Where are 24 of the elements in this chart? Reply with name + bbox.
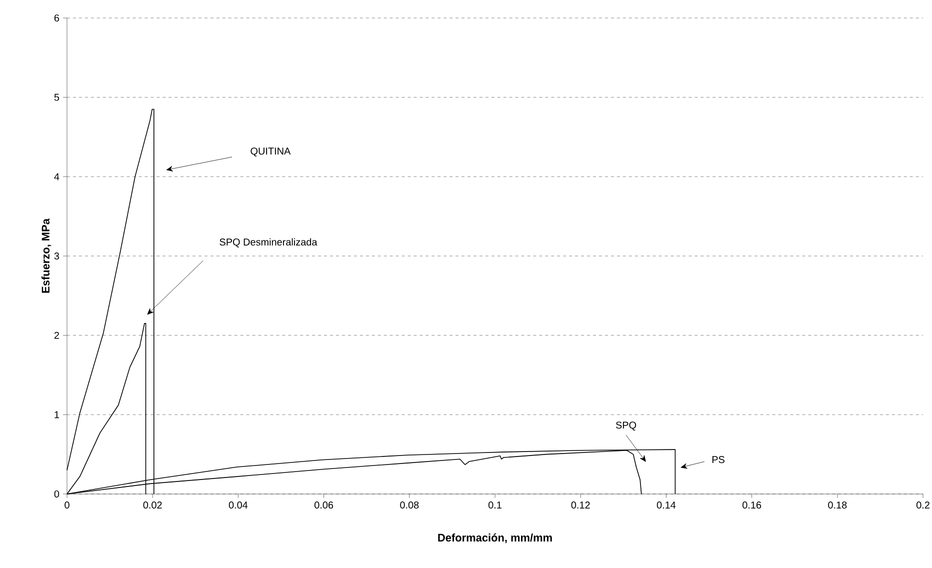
y-tick-label: 6 bbox=[54, 14, 60, 22]
x-tick-label: 0.18 bbox=[828, 502, 847, 509]
x-tick-label: 0 bbox=[64, 502, 70, 509]
x-tick-label: 0.12 bbox=[571, 502, 590, 509]
y-tick-label: 4 bbox=[54, 173, 60, 180]
x-axis-title: Deformación, mm/mm bbox=[438, 533, 552, 544]
x-tick-label: 0.06 bbox=[314, 502, 334, 509]
y-tick-label: 0 bbox=[54, 490, 60, 498]
y-tick-label: 1 bbox=[54, 411, 60, 418]
annotation: PS bbox=[712, 456, 724, 464]
x-tick-label: 0.2 bbox=[916, 502, 930, 509]
x-tick-label: 0.1 bbox=[488, 502, 502, 509]
annotation: SPQ bbox=[616, 422, 636, 430]
y-axis-title: Esfuerzo, MPa bbox=[41, 218, 52, 293]
y-tick-label: 5 bbox=[54, 94, 60, 101]
y-tick-label: 3 bbox=[54, 252, 60, 260]
y-tick-label: 2 bbox=[54, 332, 59, 339]
x-tick-label: 0.08 bbox=[400, 502, 419, 509]
annotation: SPQ Desmineralizada bbox=[220, 238, 318, 248]
x-tick-label: 0.02 bbox=[143, 502, 162, 509]
x-tick-label: 0.16 bbox=[742, 502, 762, 509]
x-tick-label: 0.14 bbox=[656, 502, 676, 509]
annotation: QUITINA bbox=[250, 148, 291, 156]
x-tick-label: 0.04 bbox=[228, 502, 248, 509]
